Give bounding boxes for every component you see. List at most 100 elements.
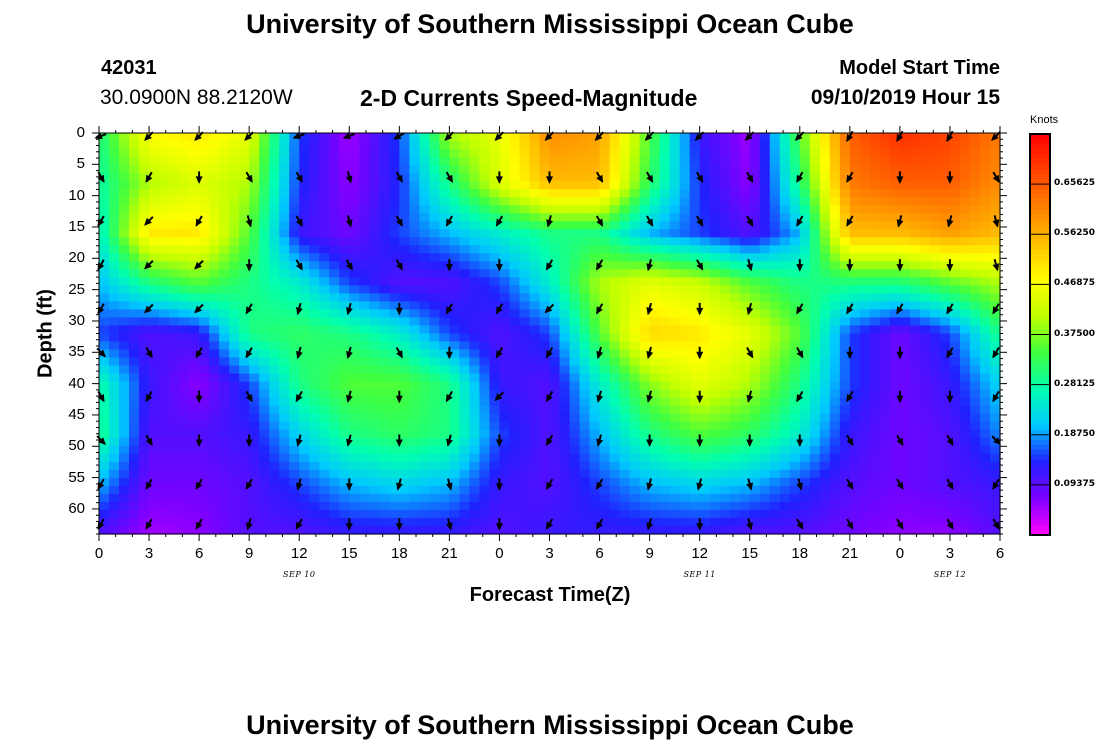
heatmap-cell [629,509,641,519]
heatmap-cell [959,453,971,463]
heatmap-cell [609,397,621,407]
heatmap-cell [579,373,591,383]
heatmap-cell [209,413,220,423]
heatmap-cell [449,477,460,487]
heatmap-cell [289,413,300,423]
heatmap-cell [209,349,220,359]
heatmap-cell [239,205,250,214]
heatmap-cell [809,477,821,487]
heatmap-cell [309,165,320,174]
heatmap-cell [909,277,921,286]
heatmap-cell [879,381,891,391]
heatmap-cell [859,253,871,262]
heatmap-cell [339,373,350,383]
heatmap-cell [299,133,310,142]
heatmap-cell [669,173,681,182]
heatmap-cell [449,389,460,399]
heatmap-cell [349,277,360,286]
heatmap-cell [939,237,951,246]
colorbar-segment [1030,284,1050,290]
heatmap-cell [599,437,611,447]
heatmap-cell [689,221,701,230]
heatmap-cell [389,149,400,158]
heatmap-cell [809,197,821,206]
heatmap-cell [609,469,621,479]
heatmap-cell [579,285,591,294]
heatmap-cell [499,237,511,246]
heatmap-cell [859,341,871,351]
heatmap-cell [559,149,571,158]
heatmap-cell [829,157,841,166]
heatmap-cell [229,165,240,174]
heatmap-cell [169,453,180,463]
heatmap-cell [539,517,551,527]
heatmap-cell [759,453,771,463]
heatmap-cell [629,133,641,142]
heatmap-cell [209,325,220,335]
heatmap-cell [659,165,671,174]
heatmap-cell [679,357,691,367]
heatmap-cell [319,341,330,351]
heatmap-cell [719,309,731,319]
heatmap-cell [289,453,300,463]
heatmap-cell [789,181,801,190]
heatmap-cell [699,413,711,423]
heatmap-cell [859,197,871,206]
heatmap-cell [789,261,801,270]
heatmap-cell [479,477,491,487]
heatmap-cell [549,485,561,495]
heatmap-cell [159,285,170,294]
current-vector [445,303,453,315]
heatmap-cell [719,269,731,278]
heatmap-cell [499,221,511,230]
heatmap-cell [539,373,551,383]
heatmap-cell [449,197,460,206]
heatmap-cell [129,165,140,174]
heatmap-cell [509,493,521,503]
heatmap-cell [589,437,601,447]
heatmap-cell [809,317,821,327]
heatmap-cell [139,301,150,311]
heatmap-cell [969,493,981,503]
heatmap-cell [879,197,891,206]
heatmap-cell [409,381,420,391]
heatmap-cell [519,261,531,270]
heatmap-cell [269,501,280,511]
heatmap-cell [429,197,440,206]
colorbar-segment [1030,409,1050,416]
heatmap-cell [389,341,400,351]
heatmap-cell [369,285,380,294]
heatmap-cell [769,365,781,375]
heatmap-cell [259,253,270,262]
heatmap-cell [219,165,230,174]
heatmap-cell [159,325,170,335]
heatmap-cell [739,221,751,230]
heatmap-cell [929,437,941,447]
heatmap-cell [959,501,971,511]
heatmap-cell [439,357,450,367]
heatmap-cell [469,365,481,375]
heatmap-cell [749,221,761,230]
heatmap-cell [709,237,721,246]
heatmap-cell [539,429,551,439]
heatmap-cell [219,189,230,198]
heatmap-cell [679,173,691,182]
heatmap-cell [899,365,911,375]
heatmap-cell [879,437,891,447]
heatmap-cell [719,373,731,383]
heatmap-cell [519,157,531,166]
heatmap-cell [649,229,661,238]
heatmap-cell [899,181,911,190]
heatmap-cell [249,245,260,254]
heatmap-cell [789,269,801,278]
heatmap-cell [309,501,320,511]
heatmap-cell [449,317,460,327]
heatmap-cell [309,285,320,294]
heatmap-cell [439,229,450,238]
colorbar-segment [1030,344,1050,351]
heatmap-cell [449,405,460,415]
heatmap-cell [119,389,130,399]
heatmap-cell [649,165,661,174]
heatmap-cell [629,381,641,391]
heatmap-cell [599,237,611,246]
